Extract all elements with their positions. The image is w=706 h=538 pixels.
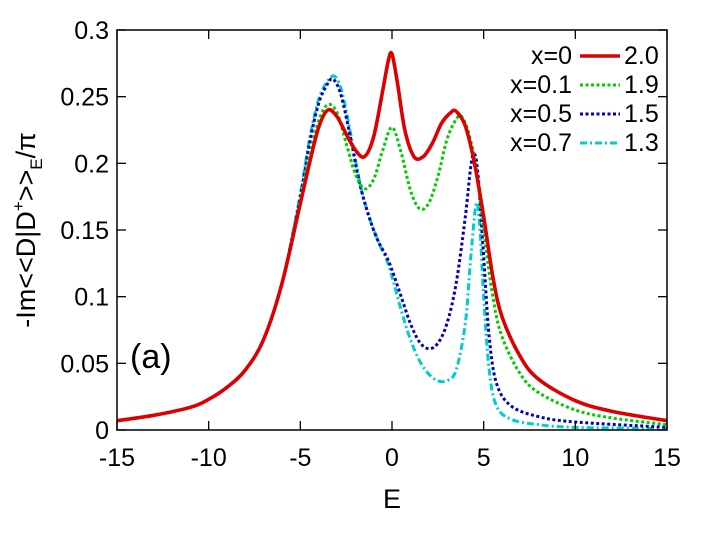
svg-text:-Im<<D|D+>>E/π: -Im<<D|D+>>E/π xyxy=(9,132,46,328)
y-tick-label: 0.1 xyxy=(74,284,109,312)
series-layer xyxy=(116,50,668,431)
legend-name: x=0.7 xyxy=(510,129,572,157)
series-line-x=0.7 xyxy=(116,74,668,431)
y-axis-label-sub: E xyxy=(27,158,46,169)
legend-name: x=0.1 xyxy=(510,71,572,99)
legend: x=0 2.0 x=0.1 1.9 x=0.5 1.5 x=0.7 1.3 xyxy=(510,42,659,157)
y-tick-label: 0 xyxy=(95,417,109,445)
x-tick-label: -15 xyxy=(99,444,135,472)
x-tick-label: 5 xyxy=(477,444,491,472)
legend-value: 1.9 xyxy=(624,71,659,99)
x-tick-label: 10 xyxy=(561,444,589,472)
x-tick-label: -5 xyxy=(289,444,311,472)
legend-entry-x=0.7: x=0.7 1.3 xyxy=(510,129,659,157)
y-axis-label-mid: >> xyxy=(11,170,41,202)
y-tick-label: 0.25 xyxy=(60,84,109,112)
x-tick-label: 0 xyxy=(385,444,399,472)
y-tick-label: 0.2 xyxy=(74,150,109,178)
y-axis-label: -Im<<D|D+>>E/π xyxy=(9,132,46,328)
legend-value: 1.3 xyxy=(624,129,659,157)
x-tick-label: -10 xyxy=(191,444,227,472)
legend-name: x=0 xyxy=(531,42,572,70)
x-tick-label: 15 xyxy=(653,444,681,472)
legend-value: 2.0 xyxy=(624,42,659,70)
y-axis-label-main: -Im<<D|D xyxy=(11,211,41,328)
y-axis-label-sup: + xyxy=(9,201,28,211)
y-tick-label: 0.3 xyxy=(74,17,109,45)
x-axis-label: E xyxy=(383,484,401,514)
series-line-x=0 xyxy=(116,50,668,423)
legend-entry-x=0.1: x=0.1 1.9 xyxy=(510,71,659,99)
tick-layer: -15 -10 -5 0 5 10 15 0 0.05 0.1 0.15 0.2 0.25 0.3 xyxy=(60,17,681,472)
legend-value: 1.5 xyxy=(624,100,659,128)
y-tick-label: 0.05 xyxy=(60,350,109,378)
legend-name: x=0.5 xyxy=(510,100,572,128)
panel-label: (a) xyxy=(130,338,172,376)
legend-entry-x=0.5: x=0.5 1.5 xyxy=(510,100,659,128)
legend-entry-x=0: x=0 2.0 xyxy=(531,42,659,70)
y-axis-label-tail: /π xyxy=(11,132,41,158)
y-tick-label: 0.15 xyxy=(60,217,109,245)
